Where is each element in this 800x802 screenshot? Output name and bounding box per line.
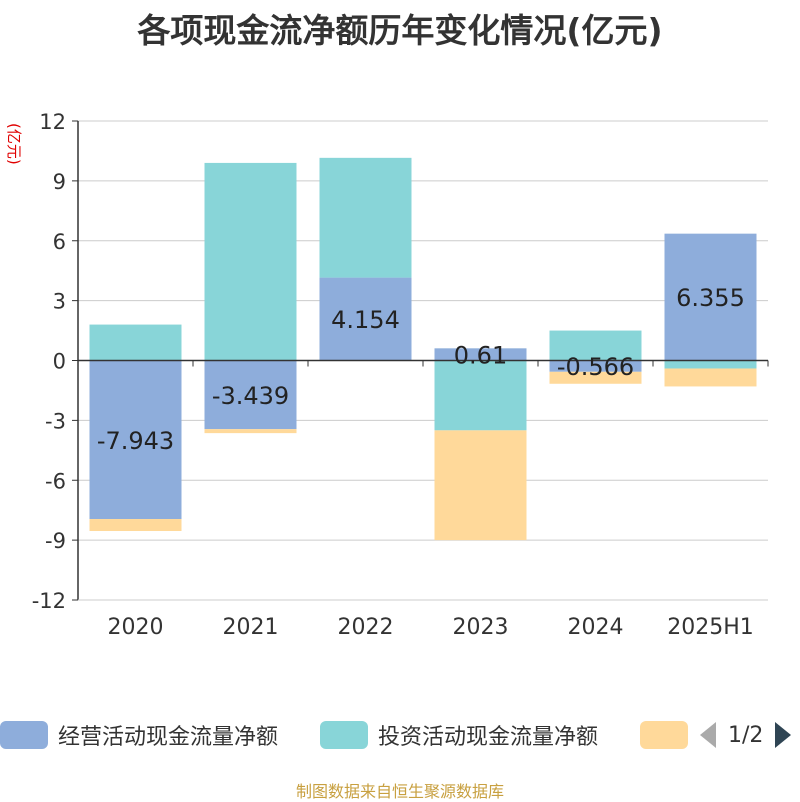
bar-segment-series-0 — [89, 360, 182, 520]
y-tick-label: 9 — [53, 170, 66, 194]
bar-segment-series-1 — [549, 330, 642, 361]
y-tick-label: -6 — [45, 469, 66, 493]
bar-segment-series-2 — [204, 429, 297, 434]
bar-segment-series-0 — [664, 233, 757, 361]
bar-segment-series-0 — [434, 348, 527, 361]
x-category-label: 2021 — [223, 615, 279, 640]
bar-data-label: 6.355 — [676, 284, 745, 312]
x-category-label: 2025H1 — [667, 615, 754, 640]
bar-segment-series-1 — [204, 162, 297, 361]
x-category-label: 2023 — [453, 615, 509, 640]
legend-item-investing[interactable]: 投资活动现金流量净额 — [320, 720, 598, 750]
bar-segment-series-1 — [319, 157, 412, 278]
legend-swatch-financing — [640, 721, 688, 749]
pager-text: 1/2 — [728, 722, 764, 748]
legend-swatch-operating — [0, 721, 48, 749]
pager-prev-icon[interactable] — [700, 722, 716, 748]
y-tick-label: 0 — [53, 350, 66, 374]
x-category-label: 2024 — [568, 615, 624, 640]
bar-data-label: -3.439 — [212, 382, 289, 410]
bar-data-label: -0.566 — [557, 353, 634, 381]
bar-segment-series-2 — [549, 371, 642, 384]
x-category-label: 2022 — [338, 615, 394, 640]
bar-segment-series-2 — [434, 430, 527, 541]
y-tick-label: -3 — [45, 409, 66, 433]
legend-item-financing[interactable] — [640, 720, 698, 750]
legend-item-operating[interactable]: 经营活动现金流量净额 — [0, 720, 278, 750]
legend-pager: 1/2 — [700, 720, 792, 750]
bar-segment-series-1 — [434, 360, 527, 431]
y-tick-label: 12 — [39, 110, 66, 134]
bar-data-label: 0.61 — [454, 341, 507, 369]
chart-title: 各项现金流净额历年变化情况(亿元) — [137, 11, 663, 50]
bar-segment-series-1 — [664, 360, 757, 369]
bar-segment-series-2 — [664, 368, 757, 387]
bar-data-label: 4.154 — [331, 306, 400, 334]
bar-segment-series-0 — [319, 277, 412, 361]
legend: 经营活动现金流量净额 投资活动现金流量净额 1/2 — [0, 716, 800, 756]
legend-label-investing: 投资活动现金流量净额 — [378, 725, 599, 750]
stacked-bar-chart: 12 9 6 3 0 -3 -6 -9 -12 2020 2021 2022 2023 2024 2025H… — [32, 110, 769, 640]
y-tick-label: 6 — [53, 230, 66, 254]
y-tick-label: -12 — [32, 589, 66, 613]
bar-segment-series-0 — [204, 360, 297, 430]
bar-segment-series-0 — [549, 360, 642, 372]
y-tick-label: 3 — [53, 290, 66, 314]
bar-segment-series-1 — [89, 324, 182, 361]
pager-next-icon[interactable] — [775, 722, 792, 748]
bar-data-label: -7.943 — [97, 427, 174, 455]
legend-swatch-investing — [320, 721, 368, 749]
bar-segment-series-2 — [89, 519, 182, 532]
data-source-note: 制图数据来自恒生聚源数据库 — [295, 782, 504, 801]
legend-label-operating: 经营活动现金流量净额 — [58, 725, 279, 750]
y-tick-label: -9 — [45, 529, 66, 553]
x-category-label: 2020 — [108, 615, 164, 640]
